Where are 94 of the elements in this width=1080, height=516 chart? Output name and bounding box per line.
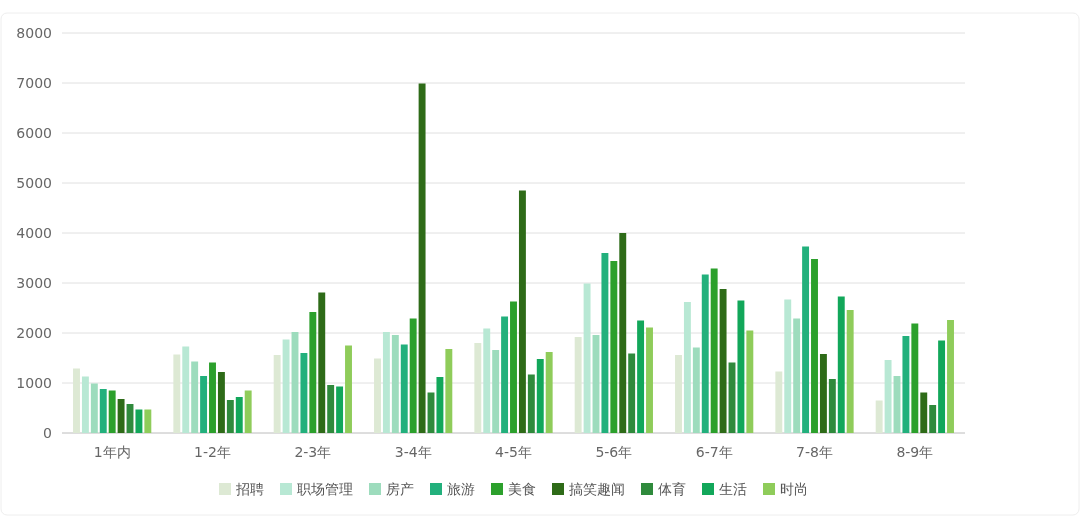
y-tick-label: 2000 — [16, 325, 52, 341]
x-tick-label: 4-5年 — [495, 444, 532, 460]
bar — [628, 353, 636, 433]
bar — [938, 340, 946, 433]
bar — [209, 362, 216, 433]
bar — [784, 299, 792, 433]
bar — [327, 385, 335, 433]
bar — [282, 339, 290, 433]
bar — [226, 400, 234, 433]
bar — [108, 390, 116, 433]
bar — [235, 397, 243, 433]
bar — [345, 345, 352, 433]
bar — [217, 372, 225, 433]
bar — [409, 318, 417, 433]
legend-label: 搞笑趣闻 — [569, 481, 625, 497]
bar — [144, 409, 152, 433]
bar — [200, 376, 208, 433]
bar — [483, 328, 491, 433]
y-tick-label: 5000 — [16, 175, 52, 191]
legend-label: 生活 — [719, 481, 747, 497]
y-tick-label: 7000 — [16, 75, 52, 91]
bar — [837, 296, 845, 433]
bar — [610, 261, 618, 433]
bar — [619, 233, 627, 433]
y-tick-label: 6000 — [16, 125, 52, 141]
bar — [81, 376, 89, 433]
legend-label: 房产 — [386, 481, 414, 497]
bar — [920, 392, 928, 433]
bar — [90, 383, 98, 433]
bar — [746, 330, 754, 433]
x-tick-label: 6-7年 — [695, 444, 733, 460]
bar — [710, 268, 718, 433]
x-tick-label: 1年内 — [93, 444, 131, 460]
y-tick-label: 8000 — [16, 25, 52, 41]
bar — [719, 289, 727, 433]
bar — [135, 409, 143, 433]
bar — [99, 389, 107, 433]
y-tick-label: 4000 — [16, 225, 52, 241]
bar — [318, 292, 326, 433]
bar — [182, 346, 190, 433]
bar — [637, 320, 645, 433]
y-tick-label: 3000 — [16, 275, 52, 291]
bar — [811, 259, 818, 433]
legend-label: 职场管理 — [297, 481, 353, 497]
bar — [492, 350, 500, 433]
bar — [436, 377, 444, 433]
bar — [418, 83, 426, 433]
bar — [445, 349, 453, 433]
legend-label: 时尚 — [780, 481, 808, 497]
bar — [793, 318, 801, 433]
bar — [902, 336, 910, 433]
y-tick-label: 1000 — [16, 375, 52, 391]
bar — [846, 310, 854, 433]
x-tick-label: 5-6年 — [595, 444, 633, 460]
legend-label: 体育 — [658, 481, 686, 497]
bar — [117, 399, 125, 433]
bar — [510, 301, 517, 433]
bar — [875, 400, 883, 433]
bar — [545, 352, 553, 433]
bar — [884, 360, 892, 433]
bar — [737, 300, 745, 433]
bar — [518, 190, 526, 433]
bar — [191, 361, 199, 433]
bar — [819, 354, 827, 433]
bar — [802, 246, 810, 433]
bar — [400, 344, 408, 433]
bar — [527, 374, 535, 433]
x-tick-label: 7-8年 — [796, 444, 833, 460]
bar — [929, 405, 937, 433]
bar — [947, 320, 954, 433]
bar — [583, 283, 591, 433]
bar — [601, 253, 609, 433]
bar — [382, 332, 390, 433]
x-tick-label: 3-4年 — [394, 444, 432, 460]
x-tick-label: 1-2年 — [194, 444, 231, 460]
bar — [336, 386, 344, 433]
bar — [692, 347, 700, 433]
legend-label: 招聘 — [235, 481, 264, 497]
bar — [244, 390, 252, 433]
bar — [536, 359, 544, 433]
x-tick-label: 2-3年 — [294, 444, 332, 460]
bar — [828, 379, 836, 433]
bar — [300, 353, 308, 433]
bar — [309, 312, 317, 433]
y-tick-label: 0 — [43, 425, 52, 441]
bar — [501, 316, 509, 433]
bar — [646, 327, 653, 433]
bar — [701, 274, 709, 433]
bar — [391, 335, 399, 433]
legend-label: 美食 — [508, 481, 536, 497]
legend-label: 旅游 — [447, 481, 475, 497]
x-tick-label: 8-9年 — [896, 444, 934, 460]
bar — [683, 302, 691, 433]
bar — [911, 323, 919, 433]
